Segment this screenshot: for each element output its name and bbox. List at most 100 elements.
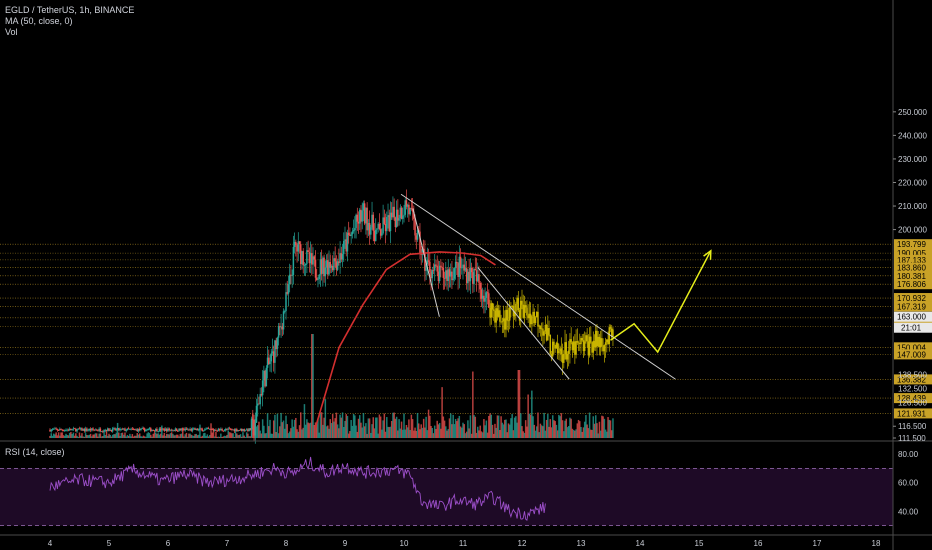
candle-body xyxy=(480,289,483,299)
volume-bar xyxy=(475,432,478,438)
volume-bar xyxy=(382,420,384,438)
volume-bar xyxy=(100,436,103,438)
volume-bar xyxy=(169,433,172,438)
volume-bar xyxy=(459,426,462,438)
candle-body xyxy=(355,214,357,229)
volume-bar xyxy=(116,422,119,438)
candle-body xyxy=(384,223,387,232)
volume-bar xyxy=(110,436,113,438)
volume-bar xyxy=(392,412,394,438)
candle-body xyxy=(143,428,146,432)
candle-body xyxy=(92,428,94,430)
price-axis[interactable]: 250.000 240.000 230.000 220.000 210.000 200.0… xyxy=(893,108,932,516)
volume-bar xyxy=(518,370,521,438)
candle-body xyxy=(120,428,123,430)
candle-body xyxy=(161,428,163,431)
volume-bar xyxy=(217,436,220,438)
candle-body xyxy=(211,429,213,430)
volume-bar xyxy=(201,435,204,438)
candle-body xyxy=(489,307,491,318)
candle-body xyxy=(574,341,576,355)
volume-bar xyxy=(190,434,193,438)
candle-body xyxy=(68,428,71,431)
candle-body xyxy=(515,303,517,312)
candle-body xyxy=(325,260,328,268)
volume-bar xyxy=(303,404,306,438)
volume-bar xyxy=(209,434,211,438)
candle-body xyxy=(349,235,351,236)
candle-body xyxy=(297,241,300,252)
candle-body xyxy=(83,429,86,431)
candle-body xyxy=(312,256,314,265)
time-axis[interactable]: 4 5 6 7 8 9 10 11 12 13 14 15 16 17 18 xyxy=(48,539,881,548)
candle-body xyxy=(596,330,598,347)
rsi-label[interactable]: RSI (14, close) xyxy=(5,447,65,457)
volume-bar xyxy=(529,414,532,438)
volume-bar xyxy=(68,432,71,438)
candle-body xyxy=(221,429,223,431)
volume-bar xyxy=(292,426,295,438)
ma-label[interactable]: MA (50, close, 0) xyxy=(5,16,73,26)
volume-bar xyxy=(431,427,434,438)
volume-bar xyxy=(306,419,308,438)
volume-label[interactable]: Vol xyxy=(5,27,18,37)
candle-body xyxy=(484,297,486,302)
volume-bar xyxy=(379,416,382,438)
volume-bar xyxy=(416,412,419,438)
level-tag-label: 183.860 xyxy=(897,264,926,273)
volume-bar xyxy=(581,431,583,438)
candle-body xyxy=(399,207,402,219)
volume-bar xyxy=(542,426,544,438)
candle-body xyxy=(61,429,64,431)
level-tag-label: 167.319 xyxy=(897,303,926,312)
level-tag xyxy=(894,393,932,404)
candle-body xyxy=(71,429,73,431)
candle-body xyxy=(52,429,55,430)
volume-bar xyxy=(91,436,93,438)
volume-bar xyxy=(513,417,516,438)
candle-body xyxy=(320,259,323,274)
volume-bar xyxy=(296,429,298,438)
volume-bar xyxy=(111,434,114,438)
volume-bar xyxy=(580,426,582,438)
candle-body xyxy=(121,428,124,430)
candle-body xyxy=(318,274,320,280)
candle-body xyxy=(438,265,441,282)
volume-bar xyxy=(572,429,575,438)
volume-bar xyxy=(301,429,303,438)
volume-bar xyxy=(324,399,327,438)
volume-bar xyxy=(591,429,593,438)
candle-body xyxy=(490,303,493,318)
candle-body xyxy=(164,428,167,431)
volume-bar xyxy=(211,432,213,438)
volume-bar xyxy=(84,433,87,438)
candle-body xyxy=(381,233,383,236)
volume-bar xyxy=(61,432,64,438)
candle-body xyxy=(137,428,140,432)
volume-bar xyxy=(220,433,222,438)
volume-bar xyxy=(270,433,272,438)
volume-bar xyxy=(373,428,376,438)
volume-bar xyxy=(232,433,234,438)
candle-body xyxy=(175,428,178,431)
volume-bar xyxy=(298,425,301,438)
symbol-label[interactable]: EGLD / TetherUS, 1h, BINANCE xyxy=(5,5,135,15)
candle-body xyxy=(521,300,523,305)
volume-bar xyxy=(582,427,585,438)
candle-body xyxy=(238,430,241,431)
volume-bar xyxy=(478,430,480,438)
candle-body xyxy=(532,311,534,317)
volume-bar xyxy=(561,420,564,438)
volume-bar xyxy=(499,430,501,438)
volume-bar xyxy=(200,436,202,438)
candle-body xyxy=(436,265,438,272)
volume-bar xyxy=(558,414,560,438)
candle-body xyxy=(351,231,354,235)
volume-bar xyxy=(343,426,345,438)
volume-bar xyxy=(204,432,206,438)
volume-bar xyxy=(199,424,201,438)
candle-body xyxy=(365,207,367,224)
candle-body xyxy=(479,282,481,290)
candle-body xyxy=(185,428,188,430)
